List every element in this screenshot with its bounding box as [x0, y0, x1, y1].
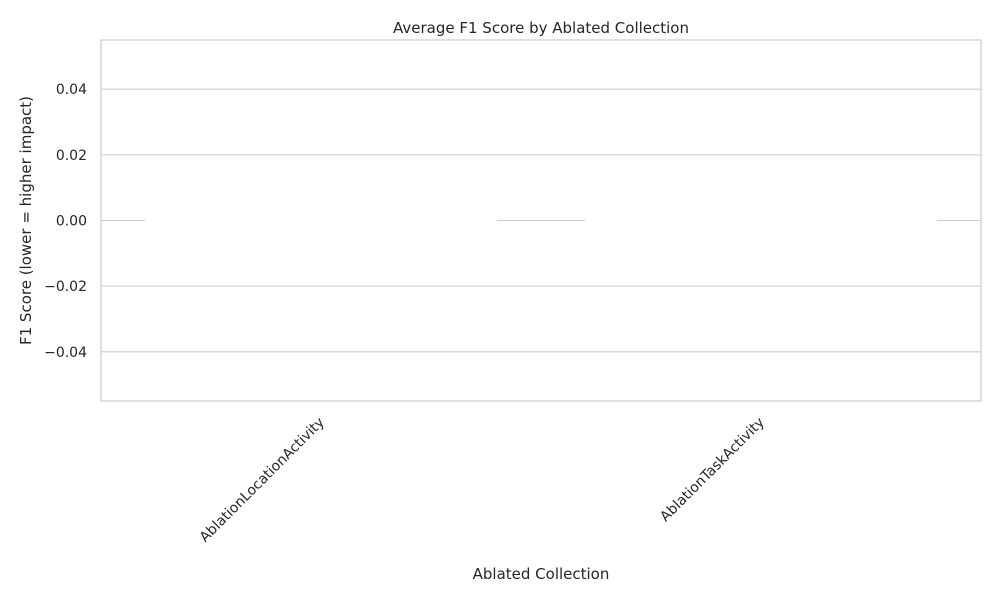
- y-tick-labels: 0.04 0.02 0.00 −0.02 −0.04: [44, 82, 87, 361]
- y-tick-label: 0.00: [56, 214, 87, 230]
- y-tick-label: 0.02: [56, 148, 87, 164]
- bar: [585, 219, 937, 222]
- y-tick-label: −0.02: [44, 279, 87, 295]
- y-tick-label: −0.04: [44, 345, 87, 361]
- plot-frame: [100, 39, 982, 402]
- chart-title: Average F1 Score by Ablated Collection: [393, 19, 689, 37]
- y-axis-label: F1 Score (lower = higher impact): [17, 96, 35, 345]
- bar: [145, 219, 497, 222]
- bars: [145, 219, 937, 222]
- x-axis-label: Ablated Collection: [473, 565, 610, 583]
- y-tick-label: 0.04: [56, 82, 87, 98]
